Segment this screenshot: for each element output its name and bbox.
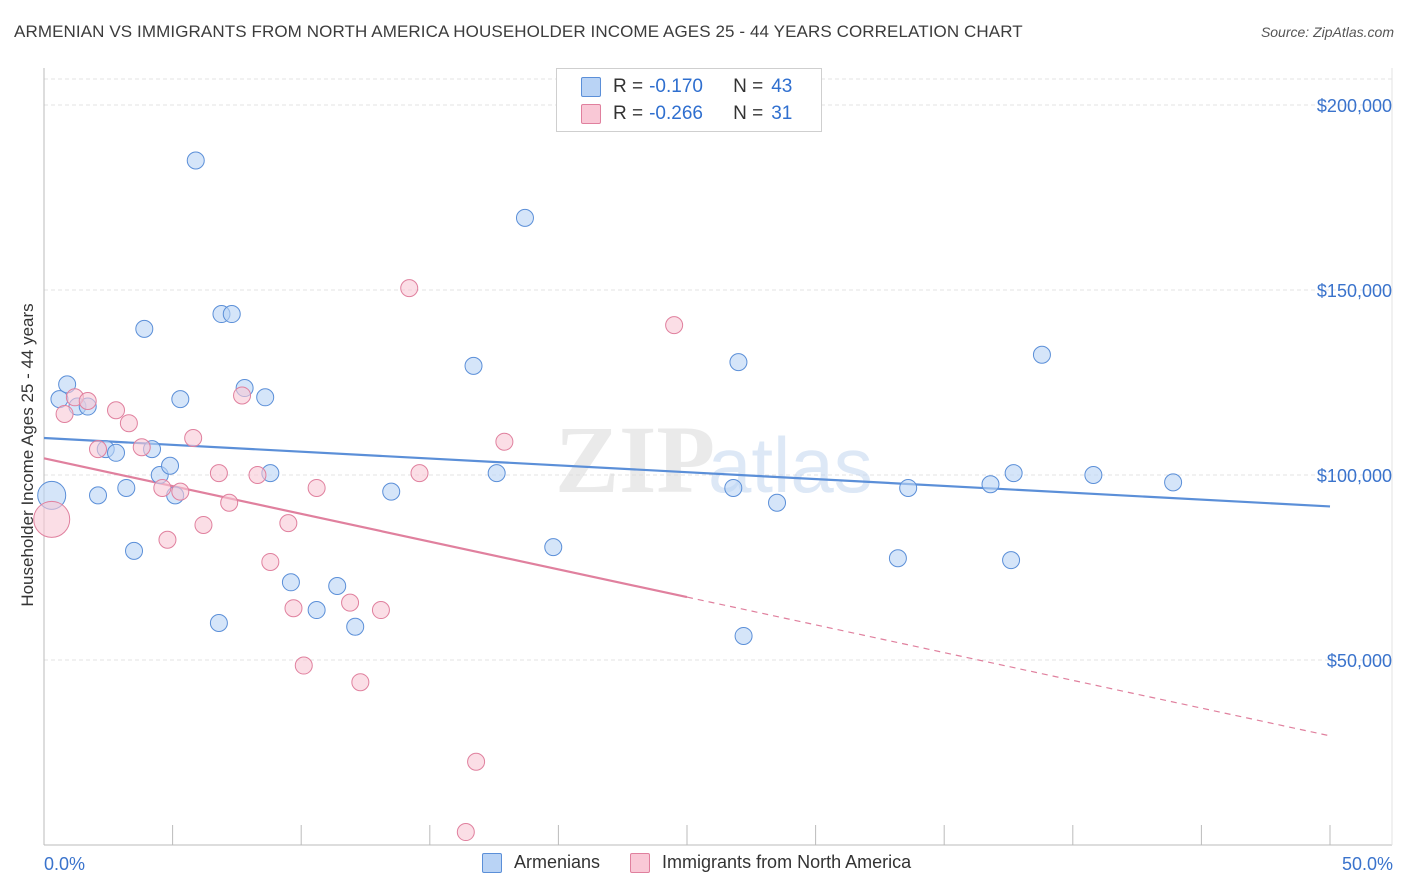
- armenians-point: [1084, 466, 1103, 484]
- armenians-point: [107, 443, 126, 462]
- correlation-legend: R = -0.170 N = 43 R = -0.266 N = 31: [556, 68, 822, 132]
- legend-item-immigrants[interactable]: Immigrants from North America: [630, 852, 911, 873]
- armenians-point: [724, 478, 743, 497]
- armenians-point: [161, 456, 180, 475]
- x-tick-label-min: 0.0%: [44, 854, 85, 874]
- immigrants-point: [371, 601, 390, 620]
- immigrants-point: [33, 500, 71, 538]
- series-legend: Armenians Immigrants from North America: [482, 852, 941, 873]
- immigrants-point: [220, 493, 239, 512]
- armenians-point: [515, 208, 534, 227]
- immigrants-point: [132, 438, 151, 457]
- watermark-zip: ZIP: [555, 406, 715, 513]
- armenians-point: [888, 549, 907, 568]
- n-label: N =: [733, 76, 764, 97]
- immigrants-point: [294, 656, 313, 675]
- immigrants-point: [284, 599, 303, 618]
- armenians-point: [382, 482, 401, 501]
- legend-row-armenians: R = -0.170 N = 43: [581, 75, 792, 99]
- armenians-point: [729, 353, 748, 372]
- immigrants-point: [665, 316, 684, 335]
- armenians-point: [209, 614, 228, 632]
- immigrants-point: [307, 478, 326, 497]
- armenians-point: [307, 601, 326, 620]
- r-label: R =: [613, 103, 644, 124]
- immigrants-point: [410, 464, 429, 483]
- armenians-point: [117, 478, 136, 497]
- legend-row-immigrants: R = -0.266 N = 31: [581, 102, 792, 126]
- armenians-point: [328, 577, 347, 595]
- immigrants-trend-line: [43, 457, 688, 599]
- armenians-r-value: -0.170: [649, 76, 703, 97]
- armenians-point: [281, 573, 300, 592]
- y-tick-label: $50,000: [1327, 651, 1392, 671]
- immigrants-point: [341, 593, 360, 612]
- immigrants-point: [467, 752, 486, 771]
- immigrants-point: [279, 514, 298, 533]
- armenians-point: [1032, 345, 1051, 364]
- immigrants-point: [233, 386, 252, 405]
- immigrants-point: [194, 515, 213, 534]
- armenians-point: [135, 319, 154, 338]
- immigrants-point: [158, 530, 177, 549]
- armenians-point: [186, 151, 205, 170]
- legend-item-armenians[interactable]: Armenians: [482, 852, 600, 873]
- y-tick-label: $200,000: [1317, 96, 1392, 116]
- armenians-point: [544, 538, 563, 557]
- armenians-point: [256, 388, 275, 407]
- immigrants-r-value: -0.266: [649, 103, 703, 124]
- immigrants-legend-label: Immigrants from North America: [662, 852, 912, 872]
- immigrants-point: [153, 478, 172, 497]
- immigrants-trend-extension: [686, 596, 1331, 737]
- immigrants-point: [261, 552, 280, 571]
- chart-title: ARMENIAN VS IMMIGRANTS FROM NORTH AMERIC…: [14, 22, 1023, 41]
- armenians-point: [464, 356, 483, 375]
- immigrants-swatch: [581, 104, 601, 124]
- armenians-point: [1004, 464, 1023, 483]
- armenians-legend-label: Armenians: [514, 852, 601, 872]
- immigrants-point: [351, 673, 370, 692]
- immigrants-point: [248, 466, 267, 484]
- immigrants-point: [184, 429, 203, 447]
- immigrants-point: [456, 823, 475, 842]
- armenians-point: [222, 305, 241, 324]
- immigrants-point: [171, 482, 190, 501]
- n-label: N =: [733, 103, 764, 124]
- immigrants-point: [55, 404, 74, 423]
- y-tick-label: $100,000: [1317, 466, 1392, 486]
- armenians-point: [346, 617, 365, 636]
- immigrants-point: [495, 432, 514, 451]
- armenians-point: [89, 486, 108, 505]
- immigrants-point: [78, 392, 97, 410]
- source-label: Source: ZipAtlas.com: [1260, 24, 1394, 40]
- immigrants-point: [89, 440, 108, 459]
- armenians-point: [899, 478, 918, 497]
- armenians-point: [487, 464, 506, 483]
- armenians-point: [768, 493, 787, 512]
- immigrants-n-value: 31: [771, 103, 793, 124]
- armenians-point: [981, 475, 1000, 494]
- immigrants-legend-swatch: [630, 852, 651, 873]
- x-tick-label-max: 50.0%: [1342, 854, 1393, 874]
- immigrants-point: [119, 414, 138, 433]
- immigrants-point: [209, 464, 228, 483]
- armenians-point: [734, 626, 753, 645]
- armenians-point: [171, 390, 190, 409]
- armenians-point: [1002, 551, 1021, 570]
- armenians-point: [1164, 473, 1183, 492]
- armenians-legend-swatch: [482, 852, 502, 873]
- y-tick-label: $150,000: [1317, 281, 1392, 301]
- armenians-swatch: [581, 77, 601, 97]
- y-axis-label: Householder Income Ages 25 - 44 years: [18, 303, 37, 607]
- armenians-n-value: 43: [771, 76, 793, 97]
- r-label: R =: [613, 76, 644, 97]
- armenians-trend-line: [43, 436, 1331, 508]
- immigrants-point: [400, 279, 419, 298]
- armenians-point: [125, 541, 144, 560]
- immigrants-point: [107, 401, 126, 420]
